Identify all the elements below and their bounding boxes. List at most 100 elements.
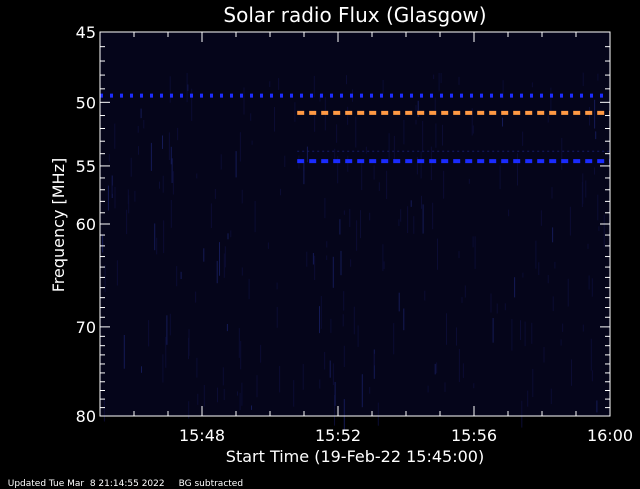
noise-streak: [461, 297, 463, 303]
noise-streak: [235, 151, 237, 178]
noise-streak: [433, 74, 435, 80]
noise-streak: [168, 132, 170, 160]
noise-streak: [594, 99, 596, 129]
noise-streak: [596, 400, 598, 413]
noise-streak: [361, 159, 363, 191]
noise-streak: [278, 78, 280, 90]
noise-streak: [522, 131, 524, 146]
noise-streak: [416, 157, 418, 175]
noise-streak: [365, 146, 367, 154]
noise-streak: [294, 102, 296, 122]
noise-streak: [216, 260, 218, 284]
noise-streak: [527, 390, 529, 407]
noise-streak: [360, 210, 361, 239]
noise-streak: [334, 395, 335, 426]
noise-streak: [320, 296, 322, 329]
noise-streak: [336, 124, 338, 143]
noise-streak: [223, 253, 225, 278]
noise-streak: [306, 251, 308, 267]
noise-streak: [393, 323, 395, 355]
noise-streak: [303, 162, 305, 185]
noise-streak: [239, 392, 241, 411]
noise-streak: [340, 250, 342, 276]
noise-streak: [196, 173, 198, 179]
noise-streak: [162, 135, 163, 149]
noise-streak: [324, 198, 326, 219]
noise-streak: [312, 253, 314, 265]
noise-streak: [531, 322, 533, 344]
y-tick-label: 80: [76, 407, 96, 426]
noise-streak: [107, 185, 109, 211]
noise-streak: [240, 341, 242, 370]
noise-streak: [143, 120, 145, 129]
plot-area: [100, 32, 610, 416]
noise-streak: [597, 73, 599, 81]
noise-streak: [180, 271, 182, 279]
noise-streak: [588, 275, 590, 290]
noise-streak: [251, 405, 252, 410]
noise-streak: [422, 120, 424, 153]
noise-streak: [241, 382, 243, 406]
noise-streak: [237, 391, 238, 396]
noise-streak: [260, 344, 262, 363]
noise-streak: [162, 175, 164, 193]
noise-streak: [432, 202, 434, 230]
noise-streak: [254, 201, 256, 233]
noise-streak: [383, 261, 385, 270]
noise-streak: [355, 116, 357, 148]
noise-streak: [314, 110, 316, 132]
noise-streak: [343, 345, 345, 367]
noise-streak: [166, 315, 168, 345]
noise-streak: [241, 267, 243, 276]
noise-streak: [444, 382, 446, 392]
noise-streak: [337, 155, 339, 184]
noise-streak: [415, 119, 417, 125]
noise-streak: [378, 182, 380, 191]
noise-streak: [369, 387, 371, 394]
noise-streak: [538, 262, 540, 275]
x-tick-label: 15:56: [451, 426, 497, 445]
noise-streak: [159, 181, 160, 189]
noise-streak: [102, 234, 104, 253]
noise-streak: [196, 357, 198, 378]
noise-streak: [241, 189, 243, 204]
y-axis-label: Frequency [MHz]: [49, 158, 68, 292]
noise-streak: [560, 339, 562, 346]
noise-streak: [319, 379, 321, 389]
noise-streak: [302, 364, 304, 390]
noise-streak: [585, 180, 587, 198]
noise-streak: [334, 382, 336, 406]
noise-streak: [108, 153, 110, 162]
noise-streak: [171, 158, 173, 183]
noise-streak: [382, 80, 384, 94]
noise-streak: [314, 255, 316, 280]
noise-streak: [581, 182, 583, 207]
noise-streak: [267, 242, 269, 249]
noise-streak: [279, 366, 281, 393]
noise-streak: [550, 388, 552, 405]
noise-texture: [102, 72, 605, 431]
noise-streak: [590, 338, 592, 371]
noise-streak: [169, 76, 171, 103]
noise-streak: [140, 108, 142, 119]
noise-streak: [373, 353, 375, 366]
noise-streak: [284, 155, 286, 167]
noise-streak: [591, 370, 593, 382]
noise-streak: [319, 94, 321, 102]
noise-streak: [531, 82, 533, 88]
noise-streak: [222, 367, 224, 386]
noise-streak: [324, 352, 326, 370]
noise-streak: [552, 227, 554, 243]
noise-streak: [562, 323, 564, 332]
noise-streak: [186, 73, 188, 103]
noise-streak: [170, 146, 172, 165]
x-tick-label: 16:00: [587, 426, 633, 445]
noise-streak: [400, 209, 402, 222]
noise-streak: [456, 327, 457, 346]
noise-streak: [462, 363, 464, 378]
noise-streak: [114, 186, 116, 209]
noise-streak: [165, 336, 167, 368]
noise-streak: [595, 131, 597, 140]
noise-streak: [547, 275, 549, 284]
noise-streak: [508, 209, 510, 217]
